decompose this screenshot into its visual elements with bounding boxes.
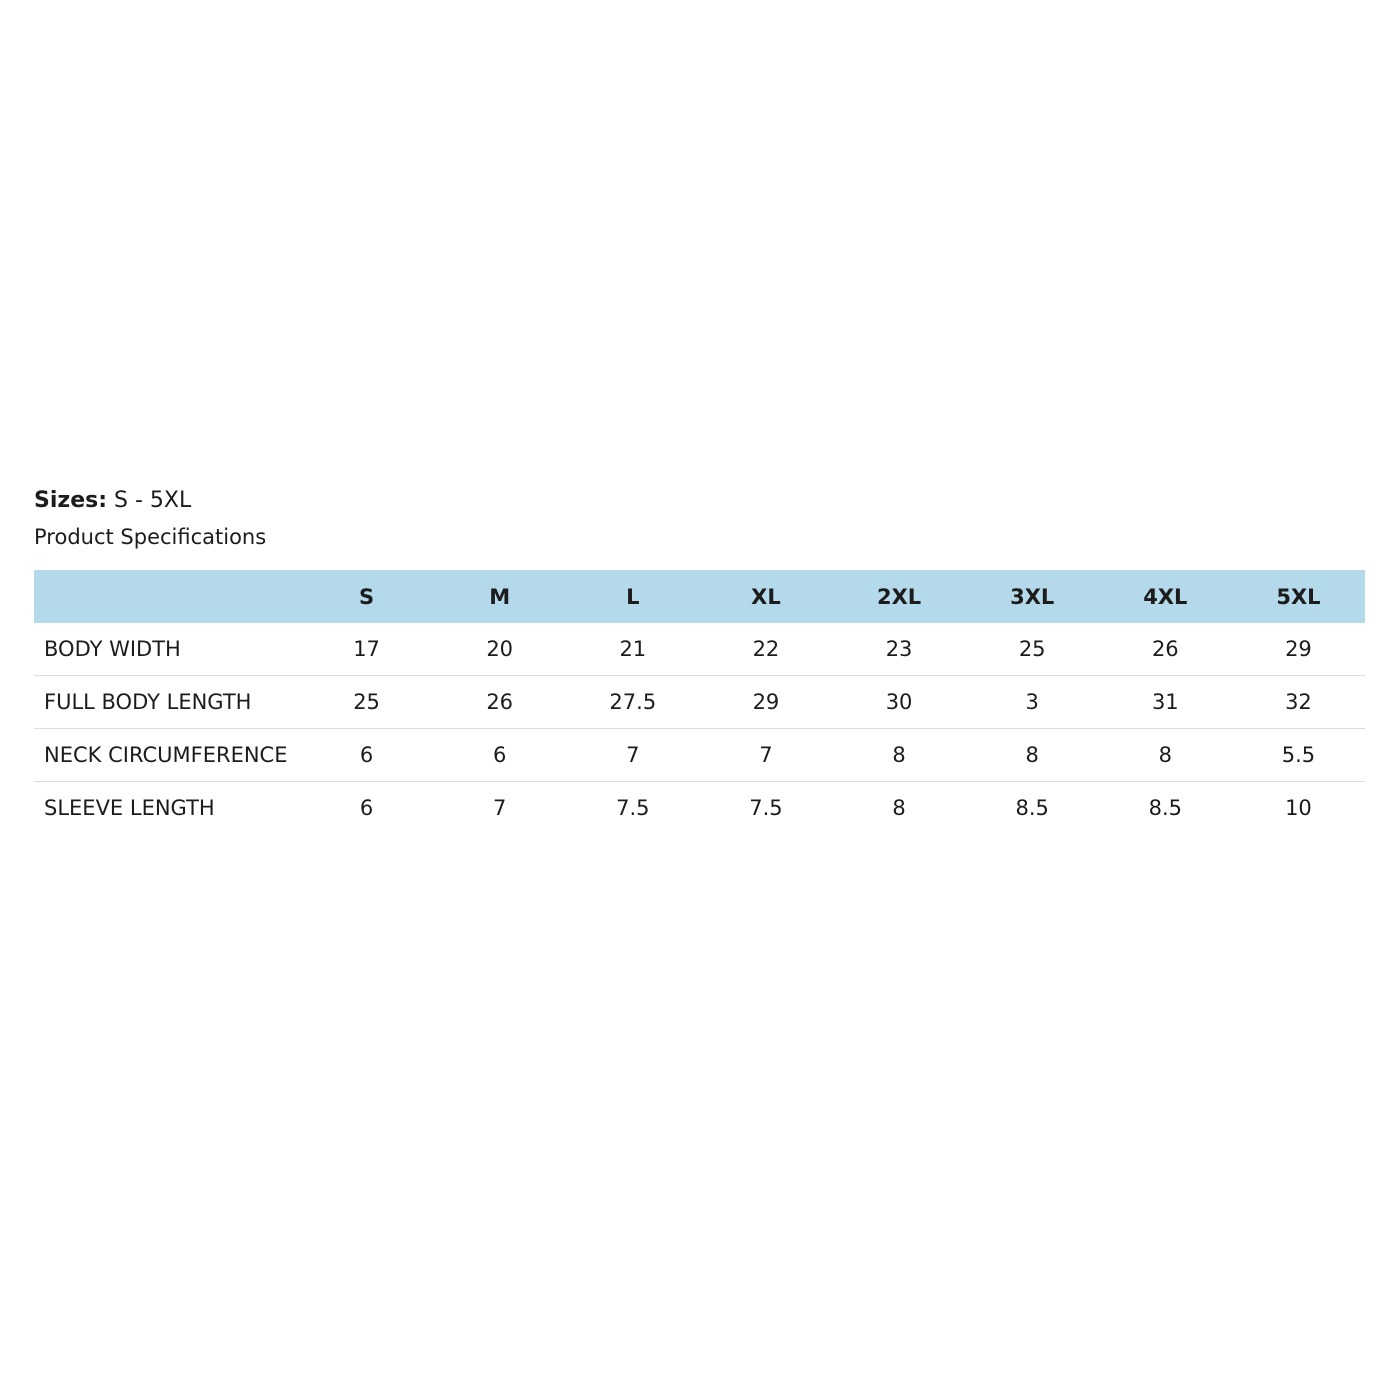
cell: 29 <box>1231 623 1365 676</box>
sizes-label: Sizes: <box>34 488 108 513</box>
sizes-line: Sizes: S - 5XL <box>34 484 1365 518</box>
cell: 23 <box>832 623 966 676</box>
cell: 6 <box>359 796 374 820</box>
cell: 26 <box>1098 623 1232 676</box>
cell: 5.5 <box>1231 728 1365 782</box>
cell: 6 <box>433 728 567 782</box>
cell: 8.5 <box>1148 796 1183 820</box>
header-row: S M L XL 2XL 3XL 4XL 5XL <box>34 570 1365 623</box>
cell: 8 <box>892 796 906 820</box>
sizes-value: S - 5XL <box>114 488 192 513</box>
column-header: XL <box>751 584 781 609</box>
cell: 10 <box>1285 796 1312 820</box>
column-header: S <box>359 584 375 609</box>
column-header: M <box>489 584 511 609</box>
cell: 30 <box>832 675 966 729</box>
cell: 31 <box>1098 675 1232 729</box>
row-label: NECK CIRCUMFERENCE <box>34 728 300 782</box>
subtitle: Product Specifications <box>34 525 267 549</box>
cell: 8.5 <box>1015 796 1049 820</box>
cell: 25 <box>300 675 434 729</box>
cell: 7.5 <box>749 796 783 820</box>
cell: 20 <box>433 623 567 676</box>
table-row: BODY WIDTH 17 20 21 22 23 25 26 29 <box>34 623 1365 676</box>
row-label: SLEEVE LENGTH <box>44 796 215 820</box>
cell: 8 <box>832 728 966 782</box>
cell: 3 <box>965 675 1099 729</box>
table-row: FULL BODY LENGTH 25 26 27.5 29 30 3 31 32 <box>34 675 1365 729</box>
cell: 7.5 <box>616 796 650 820</box>
cell: 21 <box>566 623 700 676</box>
column-header: 3XL <box>1010 584 1055 609</box>
size-chart: Sizes: S - 5XL Product Specifications S M… <box>34 484 1365 834</box>
table-row: SLEEVE LENGTH 6 7 7.5 7.5 8 8.5 8.5 10 <box>34 782 1365 835</box>
table-body: BODY WIDTH 17 20 21 22 23 25 26 29 FULL BODY LENG… <box>34 623 1365 834</box>
row-label: FULL BODY LENGTH <box>34 675 300 729</box>
cell: 7 <box>699 728 833 782</box>
table-row: NECK CIRCUMFERENCE 6 6 7 7 8 8 8 5.5 <box>34 728 1365 782</box>
cell: 6 <box>300 728 434 782</box>
cell: 26 <box>433 675 567 729</box>
cell: 27.5 <box>566 675 700 729</box>
column-header: 4XL <box>1143 584 1188 609</box>
spec-table: S M L XL 2XL 3XL 4XL 5XL BODY WIDTH 17 20 21 22 23 25… <box>34 570 1365 834</box>
cell: 25 <box>965 623 1099 676</box>
corner-cell <box>34 570 300 623</box>
row-label: BODY WIDTH <box>34 623 300 676</box>
column-header: 5XL <box>1276 584 1321 609</box>
cell: 8 <box>965 728 1099 782</box>
cell: 29 <box>699 675 833 729</box>
cell: 32 <box>1231 675 1365 729</box>
cell: 17 <box>300 623 434 676</box>
cell: 8 <box>1098 728 1232 782</box>
column-header: L <box>626 584 640 609</box>
cell: 7 <box>493 796 507 820</box>
column-header: 2XL <box>876 584 922 609</box>
cell: 7 <box>566 728 700 782</box>
cell: 22 <box>699 623 833 676</box>
